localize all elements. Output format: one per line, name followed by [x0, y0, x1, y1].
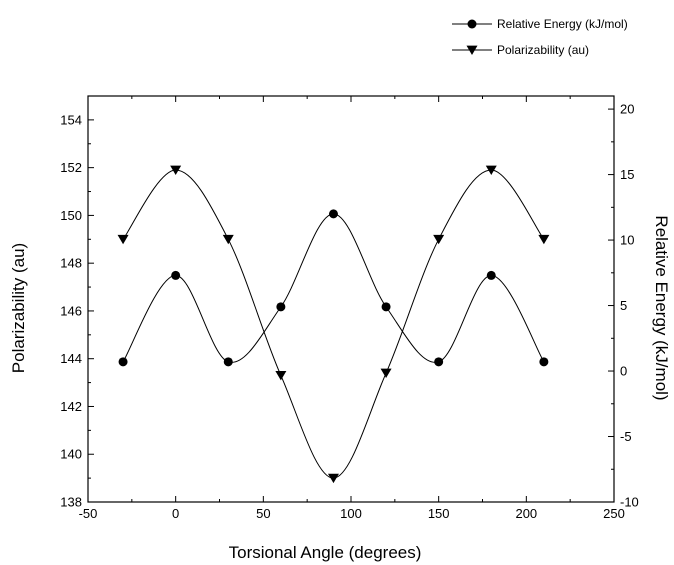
- y-left-tick-label: 146: [60, 303, 82, 318]
- data-point-triangle: [538, 234, 550, 245]
- x-axis-ticks: -50 0 50 100 150 200 250: [79, 96, 625, 521]
- series-layer: [117, 165, 550, 484]
- x-tick-label: 250: [603, 506, 625, 521]
- legend-marker-circle: [467, 19, 477, 29]
- legend-label: Polarizability (au): [497, 43, 589, 57]
- series-polarizability: [117, 165, 550, 484]
- y-left-tick-label: 150: [60, 208, 82, 223]
- x-tick-label: 150: [428, 506, 450, 521]
- y-right-tick-label: -5: [620, 429, 632, 444]
- y-left-tick-label: 144: [60, 351, 82, 366]
- data-point-circle: [118, 357, 128, 367]
- y-left-tick-label: 140: [60, 447, 82, 462]
- legend-marker-triangle: [466, 45, 478, 55]
- y-right-tick-label: -10: [620, 495, 639, 510]
- plot-frame: [87, 95, 615, 503]
- data-point-triangle: [117, 234, 129, 245]
- data-point-circle: [223, 357, 233, 367]
- data-point-circle: [486, 270, 496, 280]
- data-point-triangle: [275, 371, 287, 381]
- data-point-circle: [276, 302, 286, 312]
- y-left-axis-ticks: 138 140 142 144 146 148 150 152 154: [60, 112, 94, 510]
- y-right-tick-label: 20: [620, 102, 634, 117]
- y-left-tick-label: 152: [60, 160, 82, 175]
- data-point-circle: [328, 209, 338, 219]
- data-point-circle: [539, 357, 549, 367]
- data-point-circle: [434, 357, 444, 367]
- y-right-tick-label: 0: [620, 364, 627, 379]
- y-left-tick-label: 148: [60, 256, 82, 271]
- data-point-triangle: [327, 473, 339, 484]
- y-left-axis-title: Polarizability (au): [9, 243, 28, 373]
- data-point-triangle: [222, 234, 234, 245]
- x-tick-label: -50: [79, 506, 98, 521]
- x-tick-label: 100: [340, 506, 362, 521]
- y-right-axis-ticks: -10 -5 0 5 10 15 20: [608, 102, 639, 510]
- y-right-axis-title: Relative Energy (kJ/mol): [652, 215, 671, 400]
- plot-area-border: [87, 95, 615, 503]
- data-point-triangle: [170, 165, 182, 175]
- x-tick-label: 0: [172, 506, 179, 521]
- x-axis-title: Torsional Angle (degrees): [229, 543, 422, 562]
- data-point-circle: [381, 302, 391, 312]
- x-tick-label: 50: [256, 506, 270, 521]
- series-relative-energy: [118, 209, 549, 367]
- legend: Relative Energy (kJ/mol) Polarizability (…: [452, 17, 628, 57]
- y-right-tick-label: 5: [620, 298, 627, 313]
- y-left-tick-label: 138: [60, 495, 82, 510]
- y-left-tick-label: 154: [60, 112, 82, 127]
- y-left-tick-label: 142: [60, 399, 82, 414]
- y-right-tick-label: 15: [620, 167, 634, 182]
- y-right-tick-label: 10: [620, 233, 634, 248]
- data-point-triangle: [380, 368, 392, 378]
- series-line: [122, 213, 545, 363]
- data-point-triangle: [433, 234, 445, 245]
- data-point-triangle: [485, 165, 497, 175]
- data-point-circle: [171, 270, 181, 280]
- x-tick-label: 200: [515, 506, 537, 521]
- legend-label: Relative Energy (kJ/mol): [497, 17, 628, 31]
